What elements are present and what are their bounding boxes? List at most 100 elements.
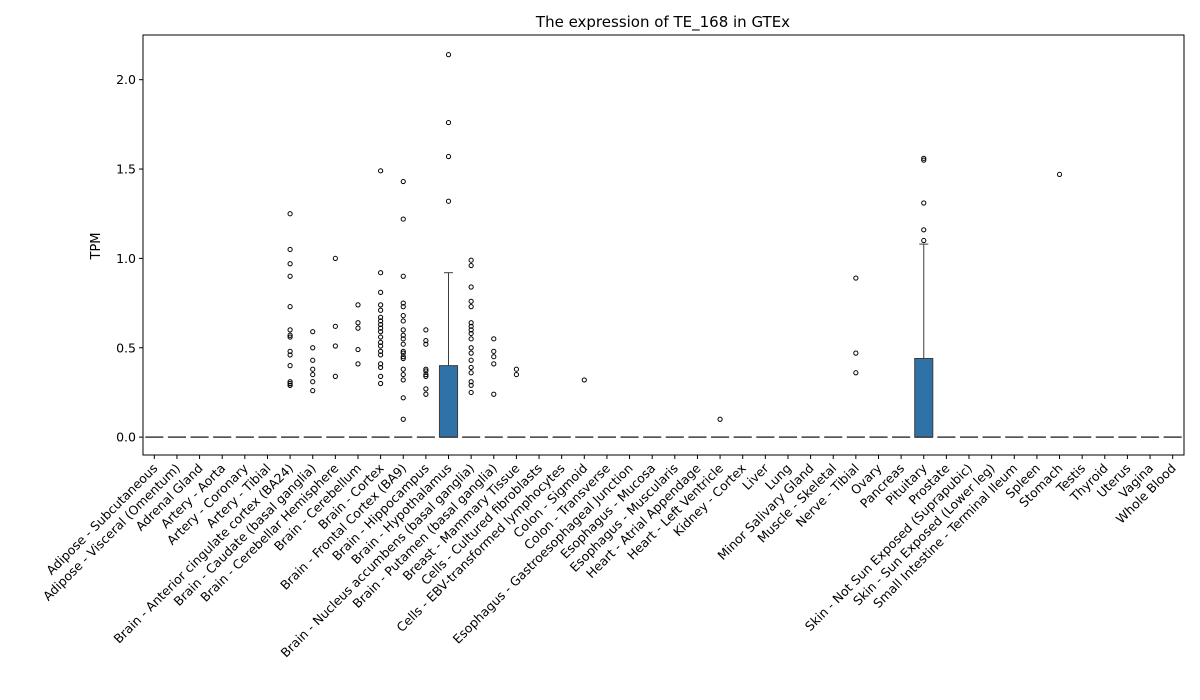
outlier-point (378, 364, 384, 371)
outlier-point (310, 388, 316, 394)
outlier-point (445, 119, 452, 126)
outlier-point (378, 307, 384, 313)
outlier-point (468, 370, 474, 376)
outlier-point (445, 153, 452, 160)
outlier-point (400, 354, 406, 360)
outlier-point (468, 389, 474, 396)
outlier-point (400, 366, 406, 372)
outlier-point (491, 348, 497, 354)
outlier-point (400, 273, 406, 279)
outlier-point (468, 379, 474, 385)
outlier-point (468, 298, 474, 304)
outlier-point (287, 304, 293, 310)
outlier-point (468, 345, 474, 351)
box (914, 357, 934, 438)
y-axis-ticks: 0.0 0.5 1.0 1.5 2.0 (116, 72, 143, 445)
outlier-point (468, 257, 474, 263)
outlier-point (717, 416, 723, 422)
y-tick-label: 2.0 (116, 72, 136, 87)
chart-title: The expression of TE_168 in GTEx (535, 13, 790, 32)
outlier-point (287, 382, 293, 388)
outlier-point (468, 327, 474, 333)
y-tick-label: 1.5 (116, 162, 136, 177)
outlier-point (287, 334, 293, 340)
outlier-point (332, 343, 338, 349)
outlier-point (423, 386, 429, 392)
outlier-point (400, 216, 406, 222)
outlier-point (921, 157, 927, 163)
box-group (371, 168, 390, 438)
box-group (1050, 171, 1069, 438)
outlier-point (378, 329, 384, 335)
outlier-point (378, 334, 384, 340)
box-group (416, 327, 435, 438)
outlier-point (581, 377, 587, 383)
outlier-point (310, 366, 316, 372)
y-tick-label: 1.0 (116, 251, 136, 266)
outlier-point (287, 380, 293, 387)
outlier-point (468, 350, 474, 356)
outlier-point (378, 325, 384, 331)
outlier-point (310, 379, 316, 385)
outlier-point (287, 363, 293, 369)
box-group (914, 155, 934, 438)
outlier-point (468, 330, 474, 337)
outlier-point (287, 211, 293, 217)
box-group (303, 329, 322, 438)
plot-area (145, 52, 1182, 438)
outlier-point (378, 339, 384, 346)
outlier-point (400, 178, 406, 185)
outlier-point (423, 327, 429, 333)
outlier-point (400, 327, 406, 333)
outlier-point (287, 379, 293, 385)
outlier-point (400, 312, 406, 319)
box-group (462, 257, 481, 438)
outlier-point (423, 391, 429, 397)
outlier-point (400, 395, 406, 401)
outlier-point (853, 275, 859, 281)
outlier-point (310, 357, 316, 363)
outlier-point (400, 332, 406, 338)
outlier-point (378, 270, 384, 276)
outlier-point (491, 391, 497, 397)
outlier-point (378, 373, 384, 379)
outlier-point (491, 361, 497, 367)
outlier-point (400, 371, 406, 378)
outlier-point (355, 325, 361, 331)
outlier-point (423, 338, 429, 344)
y-axis-label: TPM (89, 233, 104, 261)
outlier-point (468, 304, 474, 310)
outlier-point (378, 361, 384, 367)
outlier-point (378, 380, 384, 387)
outlier-point (287, 352, 293, 358)
outlier-point (921, 155, 927, 161)
outlier-point (468, 262, 474, 269)
outlier-point (423, 371, 429, 378)
outlier-point (400, 341, 406, 347)
outlier-point (513, 366, 520, 372)
outlier-point (423, 366, 429, 372)
outlier-point (332, 323, 338, 329)
outlier-point (310, 329, 316, 335)
outlier-point (355, 302, 361, 308)
outlier-point (853, 370, 859, 376)
outlier-point (287, 327, 293, 333)
outlier-point (491, 354, 497, 360)
y-tick-label: 0.0 (116, 430, 136, 445)
outlier-point (287, 246, 293, 253)
outlier-point (287, 261, 293, 267)
box-group (846, 275, 865, 438)
outlier-point (491, 336, 497, 342)
box-group (281, 211, 300, 438)
outlier-point (310, 371, 316, 378)
outlier-point (1056, 171, 1063, 178)
outlier-point (468, 382, 474, 388)
outlier-point (423, 341, 429, 347)
outlier-point (287, 332, 293, 338)
outlier-point (468, 336, 474, 342)
outlier-point (378, 318, 384, 324)
outlier-point (513, 371, 520, 378)
outlier-point (400, 416, 406, 422)
outlier-point (468, 320, 474, 326)
